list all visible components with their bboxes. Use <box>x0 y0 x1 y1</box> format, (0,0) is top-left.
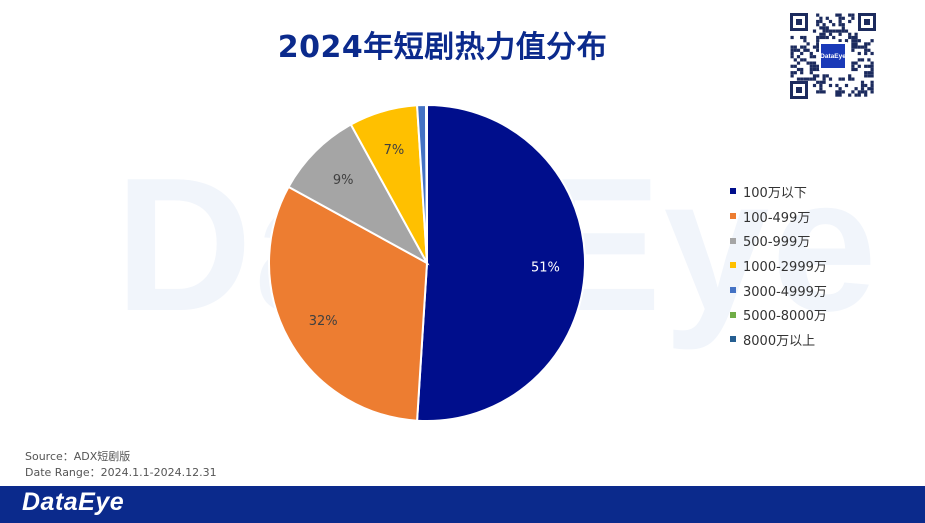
chart-title: 2024年短剧热力值分布 <box>277 30 608 65</box>
legend-swatch-3 <box>730 262 736 269</box>
legend-label-1: 100-499万 <box>743 210 811 226</box>
legend-item-1: 100-499万 <box>730 204 827 229</box>
legend-label-4: 3000-4999万 <box>743 284 827 300</box>
legend-label-3: 1000-2999万 <box>743 259 827 275</box>
legend-item-3: 1000-2999万 <box>730 253 827 278</box>
footer-logo: DataEye <box>22 488 125 516</box>
source-note: Source：ADX短剧版 Date Range：2024.1.1-2024.1… <box>25 449 217 481</box>
legend-label-6: 8000万以上 <box>743 333 816 349</box>
pie-slice-2 <box>287 123 430 266</box>
pie-label-3: 7% <box>384 143 405 158</box>
pie-slice-1 <box>268 185 429 422</box>
legend-swatch-5 <box>730 311 736 318</box>
legend-item-5: 5000-8000万 <box>730 302 827 327</box>
legend-swatch-0 <box>730 188 736 195</box>
pie-label-1: 32% <box>309 314 338 329</box>
legend-item-4: 3000-4999万 <box>730 278 827 303</box>
qr-center-logo: DataEye <box>820 53 846 60</box>
legend-label-0: 100万以下 <box>743 185 807 201</box>
legend-swatch-2 <box>730 237 736 244</box>
source-line: Source：ADX短剧版 <box>25 450 131 463</box>
pie-label-0: 51% <box>531 261 560 276</box>
footer-bar <box>0 486 925 523</box>
date-range-line: Date Range：2024.1.1-2024.12.31 <box>25 466 217 479</box>
chart-legend: 100万以下 100-499万 500-999万 1000-2999万 3000-499… <box>730 179 827 352</box>
legend-swatch-6 <box>730 336 736 343</box>
legend-item-0: 100万以下 <box>730 179 827 204</box>
legend-swatch-4 <box>730 287 736 294</box>
legend-label-2: 500-999万 <box>743 235 811 251</box>
legend-swatch-1 <box>730 213 736 220</box>
pie-slice-0 <box>416 103 587 422</box>
legend-item-2: 500-999万 <box>730 228 827 253</box>
pie-label-2: 9% <box>333 173 354 188</box>
legend-label-5: 5000-8000万 <box>743 309 827 325</box>
legend-item-6: 8000万以上 <box>730 327 827 352</box>
qr-code: DataEye <box>789 12 877 100</box>
